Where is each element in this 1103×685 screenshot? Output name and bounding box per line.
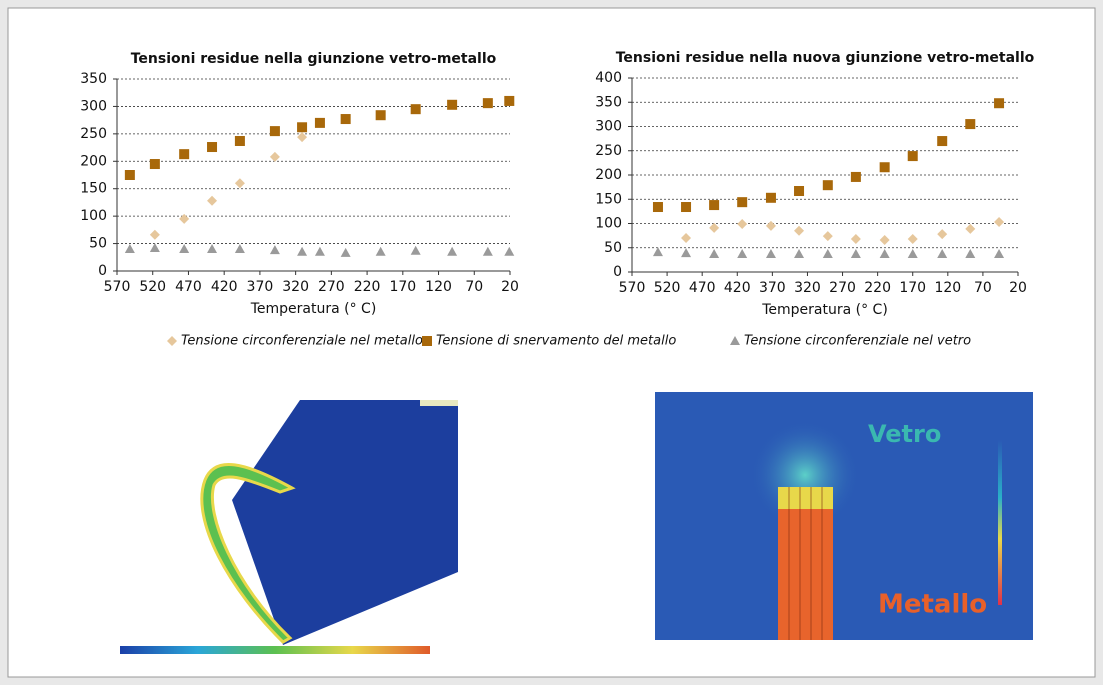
- x-tick-label: 570: [619, 280, 646, 296]
- x-tick-label: 220: [864, 280, 891, 296]
- y-tick-label: 200: [595, 167, 622, 183]
- point: [315, 118, 325, 128]
- point: [681, 202, 691, 212]
- point: [207, 142, 217, 152]
- y-tick-label: 150: [80, 181, 107, 197]
- y-tick-label: 400: [595, 70, 622, 86]
- y-tick-label: 150: [595, 191, 622, 207]
- x-tick-label: 20: [1009, 280, 1027, 296]
- point: [880, 162, 890, 172]
- x-tick-label: 420: [724, 280, 751, 296]
- point: [125, 170, 135, 180]
- x-tick-label: 120: [934, 280, 961, 296]
- legend-marker: [422, 336, 432, 346]
- point: [653, 202, 663, 212]
- x-tick-label: 420: [211, 279, 238, 295]
- figure: Vetro Metallo Tensioni residue nella giu…: [0, 0, 1103, 685]
- point: [965, 119, 975, 129]
- legend-label: Tensione di snervamento del metallo: [436, 334, 676, 349]
- y-tick-label: 50: [89, 236, 107, 252]
- x-tick-label: 320: [282, 279, 309, 295]
- x-tick-label: 470: [175, 279, 202, 295]
- y-tick-label: 50: [604, 240, 622, 256]
- point: [150, 159, 160, 169]
- image-label: Vetro: [868, 420, 941, 448]
- y-tick-label: 250: [595, 143, 622, 159]
- point: [341, 114, 351, 124]
- legend-label: Tensione circonferenziale nel vetro: [744, 334, 971, 349]
- right-image: Vetro Metallo: [655, 392, 1033, 640]
- x-tick-label: 170: [899, 280, 926, 296]
- x-tick-label: 70: [465, 279, 483, 295]
- x-axis-label: Temperatura (° C): [250, 301, 377, 317]
- point: [737, 197, 747, 207]
- y-tick-label: 0: [98, 263, 107, 279]
- x-tick-label: 120: [425, 279, 452, 295]
- point: [794, 186, 804, 196]
- point: [447, 100, 457, 110]
- image-label: Metallo: [878, 590, 987, 620]
- point: [270, 126, 280, 136]
- x-tick-label: 70: [974, 280, 992, 296]
- y-tick-label: 200: [80, 153, 107, 169]
- legend-label: Tensione circonferenziale nel metallo: [181, 334, 423, 349]
- x-tick-label: 20: [501, 279, 519, 295]
- y-tick-label: 0: [613, 264, 622, 280]
- point: [823, 180, 833, 190]
- y-tick-label: 300: [80, 98, 107, 114]
- x-tick-label: 370: [247, 279, 274, 295]
- point: [483, 98, 493, 108]
- point: [994, 98, 1004, 108]
- y-tick-label: 350: [595, 94, 622, 110]
- point: [297, 122, 307, 132]
- x-tick-label: 170: [389, 279, 416, 295]
- point: [235, 136, 245, 146]
- point: [504, 96, 514, 106]
- y-tick-label: 250: [80, 126, 107, 142]
- point: [851, 172, 861, 182]
- point: [937, 136, 947, 146]
- x-axis-label: Temperatura (° C): [761, 302, 888, 318]
- y-tick-label: 100: [80, 208, 107, 224]
- point: [179, 149, 189, 159]
- point: [908, 151, 918, 161]
- chart-title: Tensioni residue nella nuova giunzione v…: [616, 50, 1035, 66]
- x-tick-label: 320: [794, 280, 821, 296]
- chart-title: Tensioni residue nella giunzione vetro-m…: [131, 51, 497, 67]
- x-tick-label: 220: [354, 279, 381, 295]
- x-tick-label: 570: [104, 279, 131, 295]
- y-tick-label: 100: [595, 216, 622, 232]
- x-tick-label: 520: [139, 279, 166, 295]
- y-tick-label: 300: [595, 119, 622, 135]
- point: [376, 110, 386, 120]
- point: [766, 193, 776, 203]
- x-tick-label: 370: [759, 280, 786, 296]
- x-tick-label: 470: [689, 280, 716, 296]
- x-tick-label: 270: [318, 279, 345, 295]
- point: [709, 200, 719, 210]
- point: [411, 104, 421, 114]
- x-tick-label: 270: [829, 280, 856, 296]
- y-tick-label: 350: [80, 71, 107, 87]
- x-tick-label: 520: [654, 280, 681, 296]
